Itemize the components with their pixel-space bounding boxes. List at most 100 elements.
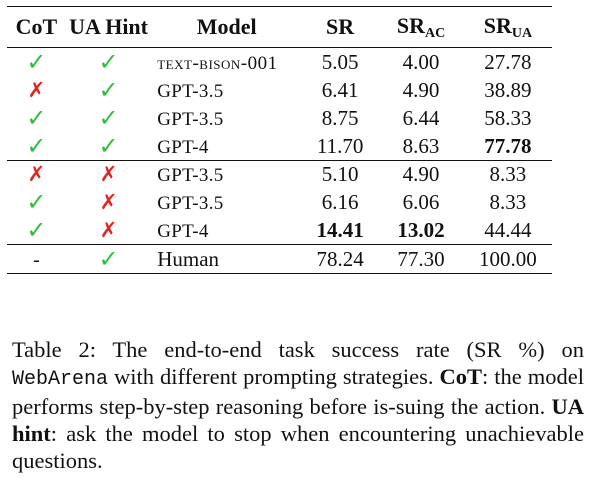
cell-ua-hint: ✓ [66, 132, 151, 161]
table-row: ✓ ✓ GPT-4 11.70 8.63 77.78 [7, 132, 552, 161]
caption-label: Table 2: The end-to-end task success rat… [12, 337, 584, 362]
cell-cot: ✓ [7, 216, 66, 245]
cell-cot: ✓ [7, 48, 66, 76]
table-row: ✓ ✓ GPT-3.5 8.75 6.44 58.33 [7, 104, 552, 132]
caption-text2: : the model performs step-by-step reason… [12, 364, 585, 419]
model-name: GPT-3.5 [157, 165, 224, 186]
cell-cot: ✓ [7, 188, 66, 216]
check-icon: ✓ [98, 245, 119, 273]
table-row: - ✓ Human 78.24 77.30 100.00 [7, 244, 552, 274]
cell-sr: 5.05 [321, 49, 359, 74]
header-cot: CoT [15, 14, 58, 39]
cell-ua-hint: ✓ [66, 76, 151, 104]
cross-icon: ✗ [99, 162, 118, 186]
cell-ua-hint: ✗ [66, 216, 151, 245]
cell-sr-ua: 44.44 [484, 217, 532, 242]
header-sr-ac-sub: AC [424, 25, 446, 41]
results-table-container: CoT UA Hint Model SR SRAC SRUA ✓ ✓ text-bi… [7, 6, 552, 274]
cell-sr: 5.10 [321, 162, 359, 186]
cell-sr-ac: 6.06 [402, 189, 440, 214]
cell-cot: ✓ [7, 104, 66, 132]
cell-sr-ua: 8.33 [489, 162, 527, 186]
cell-sr-ac: 13.02 [397, 217, 445, 242]
check-icon: ✓ [26, 132, 47, 160]
caption-env: WebArena [12, 368, 109, 391]
cell-ua-hint: ✗ [66, 161, 151, 189]
cell-model: Human [151, 245, 302, 274]
dash-mark: - [33, 248, 40, 271]
cell-cot: - [7, 245, 66, 274]
check-icon: ✓ [98, 132, 119, 160]
cell-cot: ✗ [7, 161, 66, 189]
cross-icon: ✗ [27, 77, 46, 102]
results-table: CoT UA Hint Model SR SRAC SRUA ✓ ✓ text-bi… [7, 6, 552, 274]
cell-ua-hint: ✓ [66, 245, 151, 274]
cell-sr: 6.41 [321, 77, 359, 102]
cell-sr-ac: 4.90 [402, 77, 440, 102]
cell-sr-ua: 27.78 [484, 49, 532, 74]
cell-sr: 8.75 [321, 105, 359, 130]
model-name: GPT-3.5 [157, 80, 224, 102]
cell-model: GPT-3.5 [151, 104, 302, 132]
cell-model: GPT-4 [151, 216, 302, 245]
caption-text3: : ask the model to stop when encounterin… [12, 421, 584, 473]
cell-sr-ac: 8.63 [402, 133, 440, 158]
cell-sr: 14.41 [316, 217, 364, 242]
cell-model: text-bison-001 [151, 48, 302, 77]
cell-model: GPT-3.5 [151, 161, 302, 189]
cell-cot: ✓ [7, 132, 66, 161]
check-icon: ✓ [26, 216, 47, 244]
table-row: ✓ ✗ GPT-4 14.41 13.02 44.44 [7, 216, 552, 245]
model-name: GPT-4 [157, 220, 209, 242]
table-row: ✓ ✗ GPT-3.5 6.16 6.06 8.33 [7, 188, 552, 216]
check-icon: ✓ [98, 48, 119, 76]
cell-sr-ua: 77.78 [484, 133, 532, 158]
header-sr-ua-main: SR [483, 12, 512, 38]
caption-cot-term: CoT [439, 364, 482, 389]
cell-sr-ua: 100.00 [479, 246, 537, 271]
cross-icon: ✗ [99, 217, 118, 242]
table-row: ✓ ✓ text-bison-001 5.05 4.00 27.78 [7, 47, 552, 77]
cell-sr-ac: 77.30 [397, 246, 445, 271]
cell-sr-ua: 8.33 [489, 189, 527, 214]
cell-sr-ac: 4.90 [402, 162, 440, 186]
cross-icon: ✗ [27, 162, 46, 186]
check-icon: ✓ [26, 104, 47, 132]
cell-sr: 78.24 [316, 246, 364, 271]
model-name: GPT-3.5 [157, 108, 224, 130]
check-icon: ✓ [98, 76, 119, 104]
caption-ua-term: UA hint [12, 394, 584, 446]
header-model: Model [196, 14, 257, 39]
model-name: text-bison-001 [157, 52, 278, 74]
cell-sr-ac: 6.44 [402, 105, 440, 130]
cell-ua-hint: ✗ [66, 188, 151, 216]
cell-sr-ua: 38.89 [484, 77, 532, 102]
check-icon: ✓ [26, 48, 47, 76]
cell-ua-hint: ✓ [66, 48, 151, 76]
cell-sr: 11.70 [316, 133, 364, 158]
cell-sr-ua: 58.33 [484, 105, 532, 130]
header-sr: SR [326, 14, 355, 39]
cell-model: GPT-4 [151, 132, 302, 161]
table-row: ✗ ✗ GPT-3.5 5.10 4.90 8.33 [7, 160, 552, 189]
cell-sr-ac: 4.00 [402, 49, 440, 74]
results-body: ✓ ✓ text-bison-001 5.05 4.00 27.78 ✗ ✓ GPT-3.5 6.… [7, 47, 552, 274]
cross-icon: ✗ [99, 189, 118, 214]
header-sr-ac-main: SR [396, 12, 425, 38]
header-row: CoT UA Hint Model SR SRAC SRUA [7, 6, 552, 48]
cell-cot: ✗ [7, 76, 66, 104]
cell-model: GPT-3.5 [151, 76, 302, 104]
check-icon: ✓ [26, 188, 47, 216]
model-name: Human [157, 246, 220, 271]
check-icon: ✓ [98, 104, 119, 132]
header-ua-hint: UA Hint [69, 14, 148, 39]
caption-text1: with different prompting strategies. [108, 364, 440, 389]
header-sr-ua: SRUA [464, 7, 552, 48]
cell-sr: 6.16 [321, 189, 359, 214]
cell-ua-hint: ✓ [66, 104, 151, 132]
cell-model: GPT-3.5 [151, 188, 302, 216]
model-name: GPT-4 [157, 136, 209, 158]
header-sr-ua-sub: UA [511, 25, 533, 41]
model-name: GPT-3.5 [157, 192, 224, 214]
table-row: ✗ ✓ GPT-3.5 6.41 4.90 38.89 [7, 76, 552, 104]
